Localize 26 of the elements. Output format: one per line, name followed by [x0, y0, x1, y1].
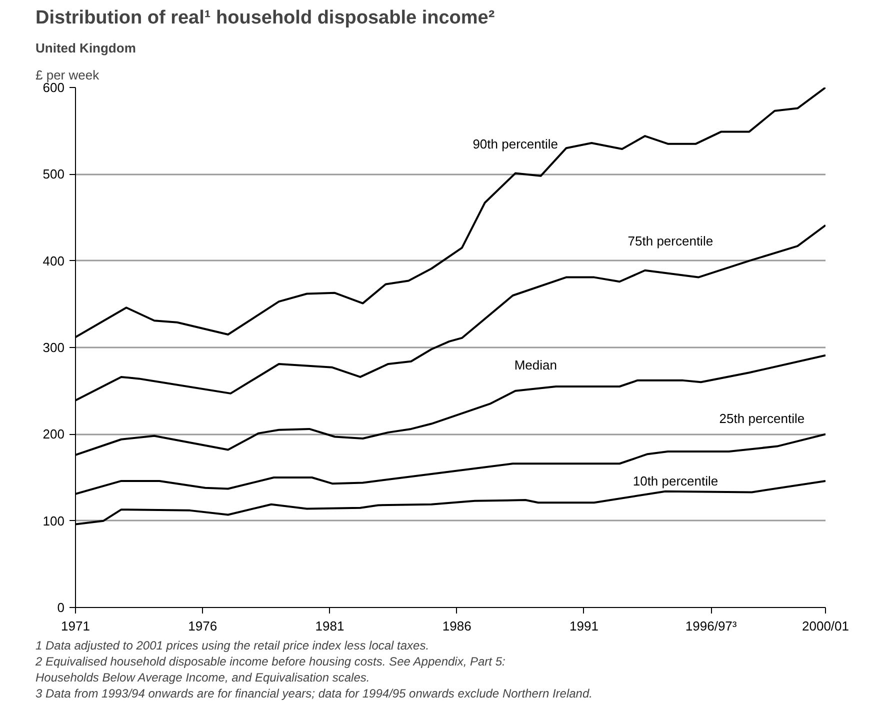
y-axis-title: £ per week: [36, 68, 100, 82]
text: 3 Data from 1993/94 onwards are for financial years; data for 1994/95 onwards exclude Northern Ireland.: [36, 686, 592, 700]
text: 2 Equivalised household disposable income before housing costs. See Appendix, Part 5:: [34, 654, 506, 668]
y-tick-label: 600: [42, 80, 65, 95]
chart-title: Distribution of real¹ household disposable income²: [36, 8, 495, 28]
x-tick-label: 1981: [315, 618, 344, 634]
x-tick-label: 2000/01: [802, 618, 850, 634]
x-tick-label: 1971: [61, 618, 90, 634]
series-label: Median: [514, 358, 557, 372]
x-tick-label: 1991: [570, 618, 598, 634]
series-label: 75th percentile: [628, 233, 714, 248]
text: Households Below Average Income, and Equivalisation scales.: [36, 670, 370, 684]
x-tick-label: 1976: [188, 618, 218, 634]
y-tick-label: 200: [42, 426, 65, 442]
text: 1 Data adjusted to 2001 prices using the retail price index less local taxes.: [36, 638, 430, 652]
series-label: 90th percentile: [472, 136, 558, 152]
series-label: 10th percentile: [632, 473, 718, 488]
y-tick-label: 500: [42, 166, 65, 182]
y-tick-label: 0: [57, 600, 65, 615]
y-tick-label: 100: [42, 513, 65, 528]
chart-subtitle: United Kingdom: [36, 40, 136, 56]
series-label: 25th percentile: [719, 411, 805, 426]
y-tick-label: 300: [42, 340, 65, 355]
x-tick-label: 1986: [442, 618, 472, 634]
x-tick-label: 1996/97³: [685, 618, 738, 634]
y-tick-label: 400: [42, 253, 65, 268]
